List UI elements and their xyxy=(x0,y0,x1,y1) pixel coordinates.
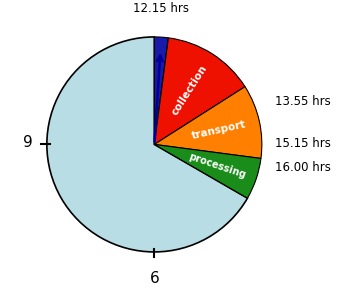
Text: transport: transport xyxy=(191,119,248,141)
Text: 6: 6 xyxy=(150,271,159,286)
Text: collection: collection xyxy=(169,63,209,117)
Text: 15.15 hrs: 15.15 hrs xyxy=(275,137,330,150)
Wedge shape xyxy=(47,37,248,252)
Text: 16.00 hrs: 16.00 hrs xyxy=(275,160,330,173)
Text: 13.55 hrs: 13.55 hrs xyxy=(275,95,330,108)
Wedge shape xyxy=(154,37,168,144)
Wedge shape xyxy=(154,38,245,144)
Text: 9: 9 xyxy=(23,135,32,150)
Text: processing: processing xyxy=(187,151,248,180)
Wedge shape xyxy=(154,144,261,198)
Text: 12.15 hrs: 12.15 hrs xyxy=(133,2,189,15)
Wedge shape xyxy=(154,87,262,158)
